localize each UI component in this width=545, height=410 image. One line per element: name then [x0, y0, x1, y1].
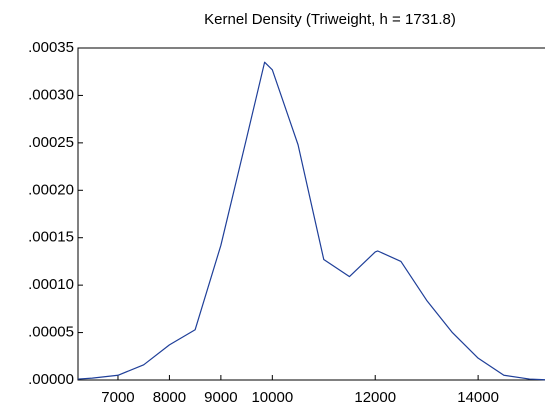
y-tick-label: .00015	[28, 229, 74, 246]
y-tick-label: .00005	[28, 324, 74, 341]
y-tick-label: .00000	[28, 371, 74, 388]
x-tick-label: 12000	[354, 389, 396, 406]
x-tick-label: 9000	[204, 389, 237, 406]
x-tick-label: 14000	[457, 389, 499, 406]
chart-title: Kernel Density (Triweight, h = 1731.8)	[204, 11, 456, 28]
x-tick-label: 8000	[153, 389, 186, 406]
y-tick-label: .00025	[28, 134, 74, 151]
plot-frame	[77, 47, 545, 381]
y-tick-label: .00020	[28, 181, 74, 198]
density-line	[77, 61, 545, 381]
y-tick-label: .00010	[28, 276, 74, 293]
x-tick-label: 7000	[101, 389, 134, 406]
y-tick-label: .00035	[28, 39, 74, 56]
x-tick-label: 10000	[251, 389, 293, 406]
y-tick-label: .00030	[28, 86, 74, 103]
